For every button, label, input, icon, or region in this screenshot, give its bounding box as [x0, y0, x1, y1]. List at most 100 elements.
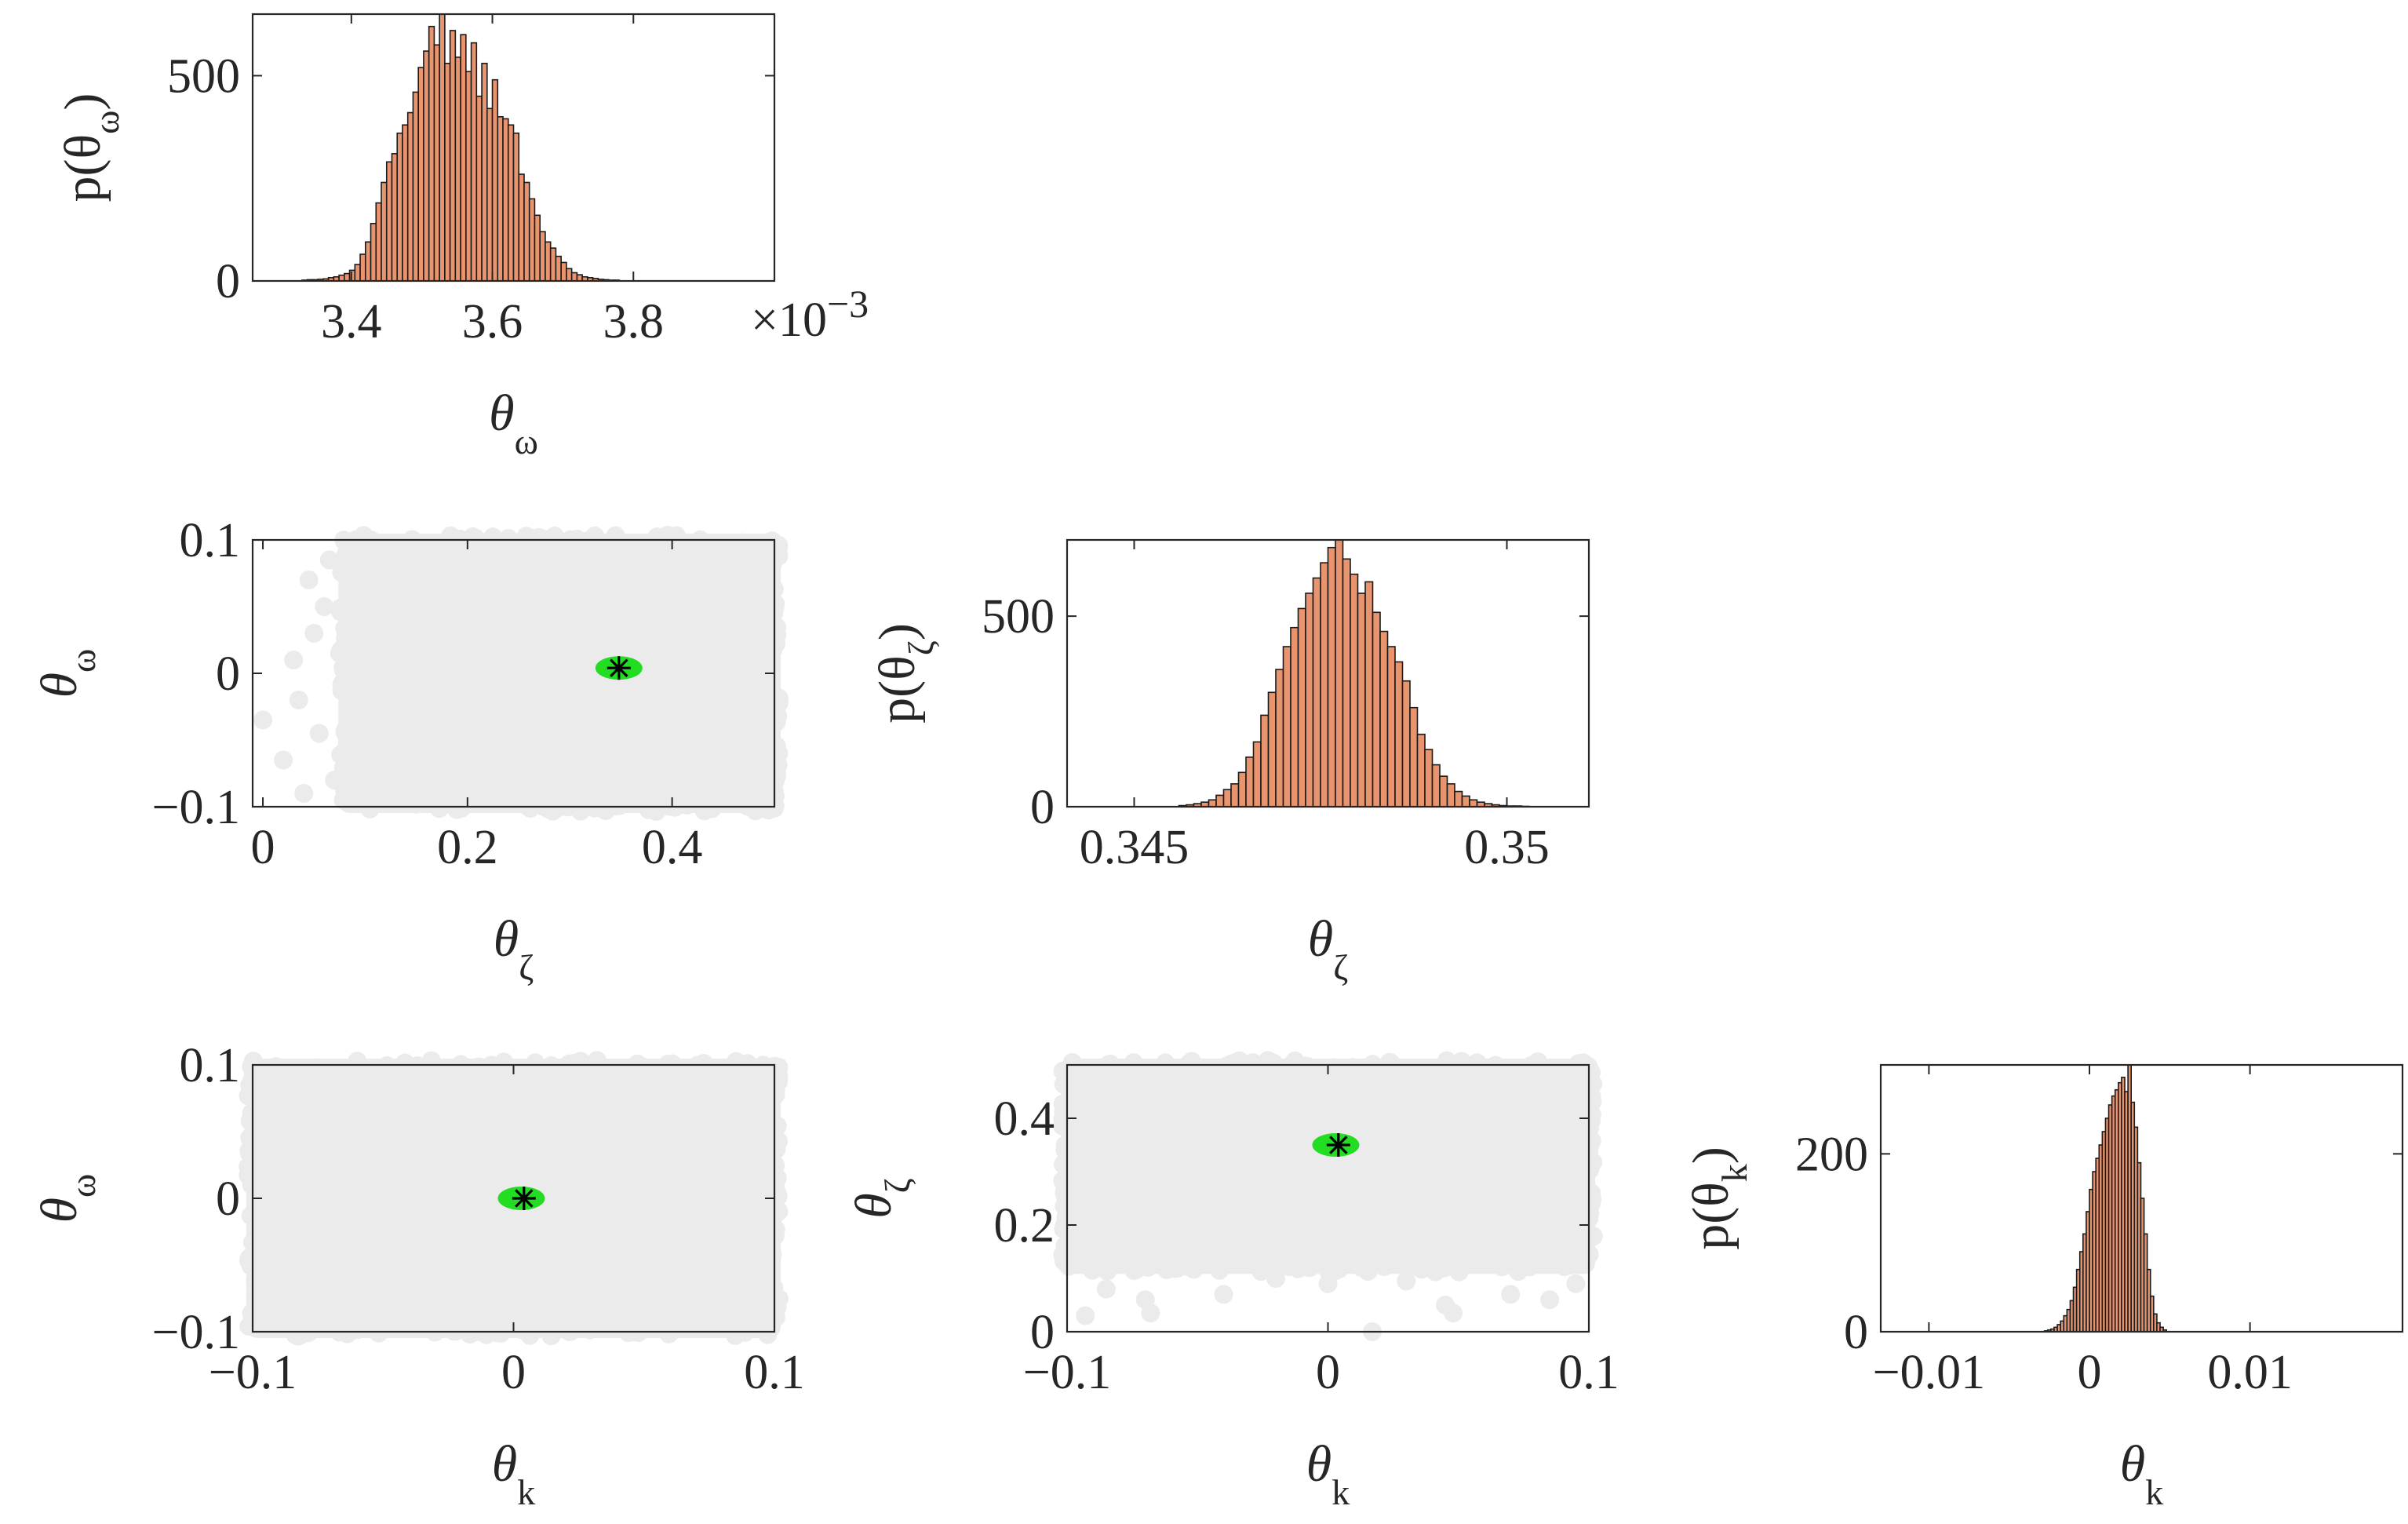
scatter-omega-k-prior-point	[542, 1323, 562, 1343]
scatter-zeta-k-prior-point	[1318, 1274, 1338, 1293]
scatter-zeta-k-prior-point	[1476, 1058, 1495, 1077]
scatter-zeta-k-ytick-label: 0.2	[994, 1199, 1055, 1252]
scatter-zeta-k-xtick-label: −0.1	[1023, 1346, 1111, 1399]
scatter-omega-zeta-prior-point	[294, 784, 314, 803]
scatter-omega-zeta-prior-point	[338, 757, 358, 776]
hist-zeta-bar	[1372, 611, 1381, 808]
hist-omega-panel: 3.4 3.6 3.8 0 500 θω p(θω) ×10−3	[54, 13, 869, 461]
scatter-zeta-k-prior-point	[1444, 1303, 1463, 1323]
hist-zeta-bar	[1446, 783, 1455, 808]
scatter-omega-k-ytick-label: 0	[216, 1172, 240, 1226]
hist-omega-bar	[570, 272, 578, 282]
hist-zeta-bar	[1409, 706, 1419, 808]
hist-zeta-bar	[1215, 794, 1225, 808]
hist-zeta-bar	[1350, 573, 1359, 808]
scatter-zeta-k-prior-point	[1053, 1110, 1073, 1129]
hist-zeta-bar	[1305, 592, 1314, 808]
hist-omega-bar	[555, 255, 562, 282]
hist-zeta-bar	[1394, 661, 1404, 808]
hist-zeta-xtick-label: 0.345	[1080, 821, 1189, 874]
scatter-zeta-k-prior-point	[1141, 1303, 1160, 1323]
scatter-omega-k-xtick-label: 0	[501, 1346, 526, 1399]
hist-omega-bar	[444, 62, 451, 282]
hist-omega-bar	[428, 25, 435, 282]
hist-omega-bar	[454, 57, 461, 282]
scatter-omega-zeta-prior-point	[325, 771, 344, 789]
scatter-zeta-k-prior-point	[1412, 1260, 1431, 1279]
scatter-zeta-k-xlabel: θk	[1306, 1435, 1350, 1512]
scatter-zeta-k-prior-point	[1055, 1236, 1075, 1256]
scatter-omega-zeta-prior-point	[763, 633, 783, 653]
scatter-omega-zeta-prior-point	[483, 527, 503, 547]
hist-omega-bar	[348, 269, 356, 282]
scatter-zeta-k-prior-point	[1374, 1257, 1393, 1277]
scatter-omega-zeta-ytick-label: 0	[216, 647, 240, 701]
scatter-omega-k-prior-point	[769, 1201, 789, 1221]
scatter-omega-zeta-prior-point	[570, 801, 590, 821]
scatter-zeta-k-ytick-label: 0	[1030, 1306, 1055, 1359]
hist-k-xtick-label: 0.01	[2207, 1346, 2293, 1399]
scatter-zeta-k-prior-point	[1055, 1140, 1075, 1160]
hist-k-xtick-label: −0.01	[1873, 1346, 1985, 1399]
scatter-omega-zeta-prior-point	[530, 794, 549, 814]
scatter-omega-zeta-prior-point	[705, 533, 725, 552]
scatter-omega-zeta-prior-point	[406, 794, 426, 814]
hist-omega-bar	[391, 153, 399, 282]
hist-omega-bar	[375, 202, 382, 282]
hist-omega-xtick-label: 3.4	[321, 295, 382, 348]
scatter-omega-zeta-prior-point	[606, 526, 625, 545]
scatter-omega-k-prior-point	[580, 1320, 599, 1340]
hist-omega-xtick-label: 3.6	[462, 295, 523, 348]
scatter-omega-k-prior-point	[246, 1271, 265, 1290]
hist-zeta-bar	[1320, 562, 1329, 808]
scatter-omega-zeta-xlabel: θζ	[494, 910, 534, 987]
hist-zeta-panel: 0.345 0.35 0 500 θζ p(θζ)	[869, 538, 1590, 987]
scatter-omega-zeta-prior-point	[253, 710, 273, 730]
scatter-zeta-k-prior-point	[1096, 1279, 1116, 1299]
scatter-omega-zeta-prior-point	[299, 571, 319, 589]
scatter-omega-zeta-prior-point	[639, 800, 658, 819]
scatter-omega-zeta-prior-point	[667, 526, 687, 545]
hist-omega-bar	[512, 132, 520, 282]
hist-omega-exponent-label: ×10−3	[751, 282, 869, 347]
hist-omega-bar	[406, 111, 414, 282]
scatter-zeta-k-prior-point	[1295, 1056, 1314, 1076]
hist-omega-bar	[549, 247, 557, 282]
scatter-omega-zeta-prior-point	[274, 750, 293, 770]
hist-omega-bar	[576, 274, 583, 282]
scatter-zeta-k-prior-point	[1397, 1255, 1416, 1274]
hist-omega-bar	[423, 50, 430, 282]
scatter-omega-k-prior-point	[526, 1053, 545, 1073]
scatter-zeta-k-xtick-label: 0	[1316, 1346, 1340, 1399]
scatter-zeta-k-prior-point	[1157, 1260, 1177, 1279]
scatter-zeta-k-prior-point	[1251, 1262, 1271, 1282]
scatter-omega-zeta-prior-point	[315, 597, 334, 616]
hist-zeta-bar	[1335, 539, 1344, 808]
scatter-zeta-k-prior-point	[1583, 1190, 1602, 1209]
scatter-omega-zeta-prior-point	[333, 673, 353, 693]
scatter-omega-zeta-prior-point	[596, 801, 615, 821]
scatter-omega-k-prior-point	[476, 1325, 496, 1344]
scatter-omega-zeta-xtick-label: 0.2	[437, 821, 498, 874]
scatter-zeta-k-prior-point	[1288, 1259, 1308, 1278]
scatter-omega-k-prior-point	[659, 1321, 679, 1340]
hist-omega-bar	[449, 30, 457, 282]
scatter-omega-k-prior-point	[299, 1323, 319, 1343]
scatter-zeta-k-prior-point	[1138, 1257, 1158, 1277]
scatter-omega-k-prior-point	[769, 1132, 789, 1151]
scatter-zeta-k-prior-point	[1076, 1306, 1095, 1325]
scatter-omega-zeta-prior-point	[360, 799, 380, 819]
hist-omega-bar	[364, 241, 372, 282]
hist-omega-bar	[354, 264, 361, 282]
hist-zeta-bar	[1297, 607, 1306, 808]
scatter-omega-zeta-xtick-label: 0.4	[642, 821, 703, 874]
hist-omega-bar	[344, 272, 351, 282]
hist-zeta-axes-box	[1066, 538, 1590, 808]
hist-omega-bar	[412, 91, 419, 282]
scatter-zeta-k-prior-point	[1156, 1053, 1175, 1073]
scatter-omega-k-prior-point	[696, 1056, 716, 1076]
hist-omega-bar	[370, 222, 377, 282]
